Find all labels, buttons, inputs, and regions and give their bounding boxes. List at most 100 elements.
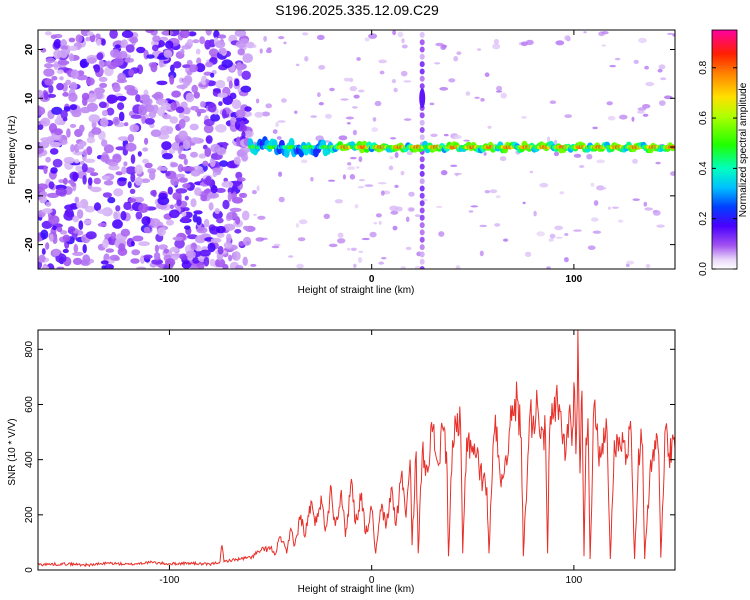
noise-cell [194, 187, 202, 196]
faint-cell [296, 263, 304, 269]
noise-cell [96, 52, 104, 61]
faint-cell [406, 151, 413, 156]
faint-cell [583, 31, 587, 34]
noise-cell [192, 257, 200, 264]
faint-cell [414, 214, 421, 218]
noise-cell [244, 106, 252, 112]
faint-cell [340, 98, 349, 101]
faint-cell [380, 190, 385, 196]
noise-cell [163, 248, 169, 254]
faint-cell [338, 135, 348, 141]
spike-cell [419, 119, 425, 126]
noise-cell [234, 229, 242, 234]
faint-cell [607, 206, 612, 210]
faint-cell [434, 62, 441, 65]
noise-cell [43, 68, 55, 77]
noise-cell [117, 177, 128, 182]
noise-cell [221, 181, 234, 188]
faint-cell [346, 122, 351, 125]
faint-cell [318, 102, 324, 106]
noise-cell [236, 177, 246, 182]
faint-cell [343, 77, 351, 82]
x-tick-label: -100 [159, 575, 179, 586]
faint-cell [352, 106, 358, 109]
faint-cell [405, 246, 412, 251]
faint-cell [554, 225, 563, 231]
faint-cell [597, 187, 607, 190]
faint-cell [496, 85, 503, 92]
noise-cell [170, 162, 179, 168]
faint-cell [255, 98, 260, 104]
noise-cell [120, 228, 131, 237]
noise-cell [180, 48, 185, 55]
noise-cell [192, 39, 200, 44]
noise-cell [132, 235, 144, 242]
faint-cell [276, 136, 282, 140]
faint-cell [356, 57, 361, 61]
faint-cell [251, 190, 257, 195]
noise-cell [105, 248, 115, 253]
noise-cell [117, 72, 127, 83]
noise-cell [98, 101, 107, 109]
noise-cell [66, 128, 71, 138]
noise-cell [130, 240, 135, 247]
faint-cell [388, 165, 394, 171]
noise-cell [102, 239, 109, 249]
noise-cell [228, 80, 233, 89]
faint-cell [443, 133, 449, 137]
noise-cell [175, 173, 186, 178]
noise-cell [180, 101, 188, 109]
faint-cell [455, 265, 461, 269]
faint-cell [356, 166, 360, 169]
noise-cell [103, 180, 114, 186]
noise-cell [112, 83, 121, 93]
faint-cell [642, 104, 651, 109]
snr-ylabel: SNR (10 * V/V) [7, 418, 18, 485]
faint-cell [349, 174, 356, 180]
noise-cell [100, 117, 109, 128]
faint-cell [316, 34, 325, 41]
noise-cell [191, 137, 200, 144]
faint-cell [609, 64, 616, 68]
noise-cell [106, 107, 115, 116]
noise-cell [207, 102, 217, 113]
noise-cell [203, 124, 214, 134]
noise-cell [217, 92, 228, 98]
noise-cell [73, 151, 84, 156]
noise-cell [71, 109, 82, 118]
noise-cell [48, 181, 55, 190]
noise-cell [182, 64, 191, 69]
noise-cell [62, 248, 69, 254]
spectrogram-frame [37, 29, 676, 270]
faint-cell [477, 48, 482, 51]
noise-cell [124, 57, 135, 63]
faint-cell [281, 98, 287, 103]
noise-cell [235, 109, 246, 118]
faint-cell [350, 156, 357, 160]
x-tick-label: 100 [566, 575, 583, 586]
faint-cell [350, 247, 357, 251]
faint-cell [619, 114, 628, 120]
faint-cell [480, 98, 485, 102]
noise-cell [156, 166, 169, 171]
noise-cell [232, 251, 241, 261]
noise-cell [226, 233, 232, 243]
faint-cell [347, 166, 356, 170]
noise-cell [63, 156, 75, 164]
faint-cell [261, 111, 271, 117]
y-tick-label: 400 [24, 451, 35, 468]
noise-cell [65, 208, 74, 218]
faint-cell [317, 92, 321, 98]
noise-cell [48, 84, 54, 94]
faint-cell [256, 185, 260, 192]
faint-cell [644, 65, 649, 70]
noise-cell [130, 114, 142, 119]
noise-cell [115, 146, 126, 151]
noise-cell [63, 106, 71, 112]
noise-cell [241, 156, 248, 161]
noise-cell [113, 188, 124, 197]
noise-cell [135, 211, 143, 220]
noise-cell [45, 201, 52, 207]
noise-cell [197, 261, 205, 269]
noise-cell [143, 254, 153, 259]
